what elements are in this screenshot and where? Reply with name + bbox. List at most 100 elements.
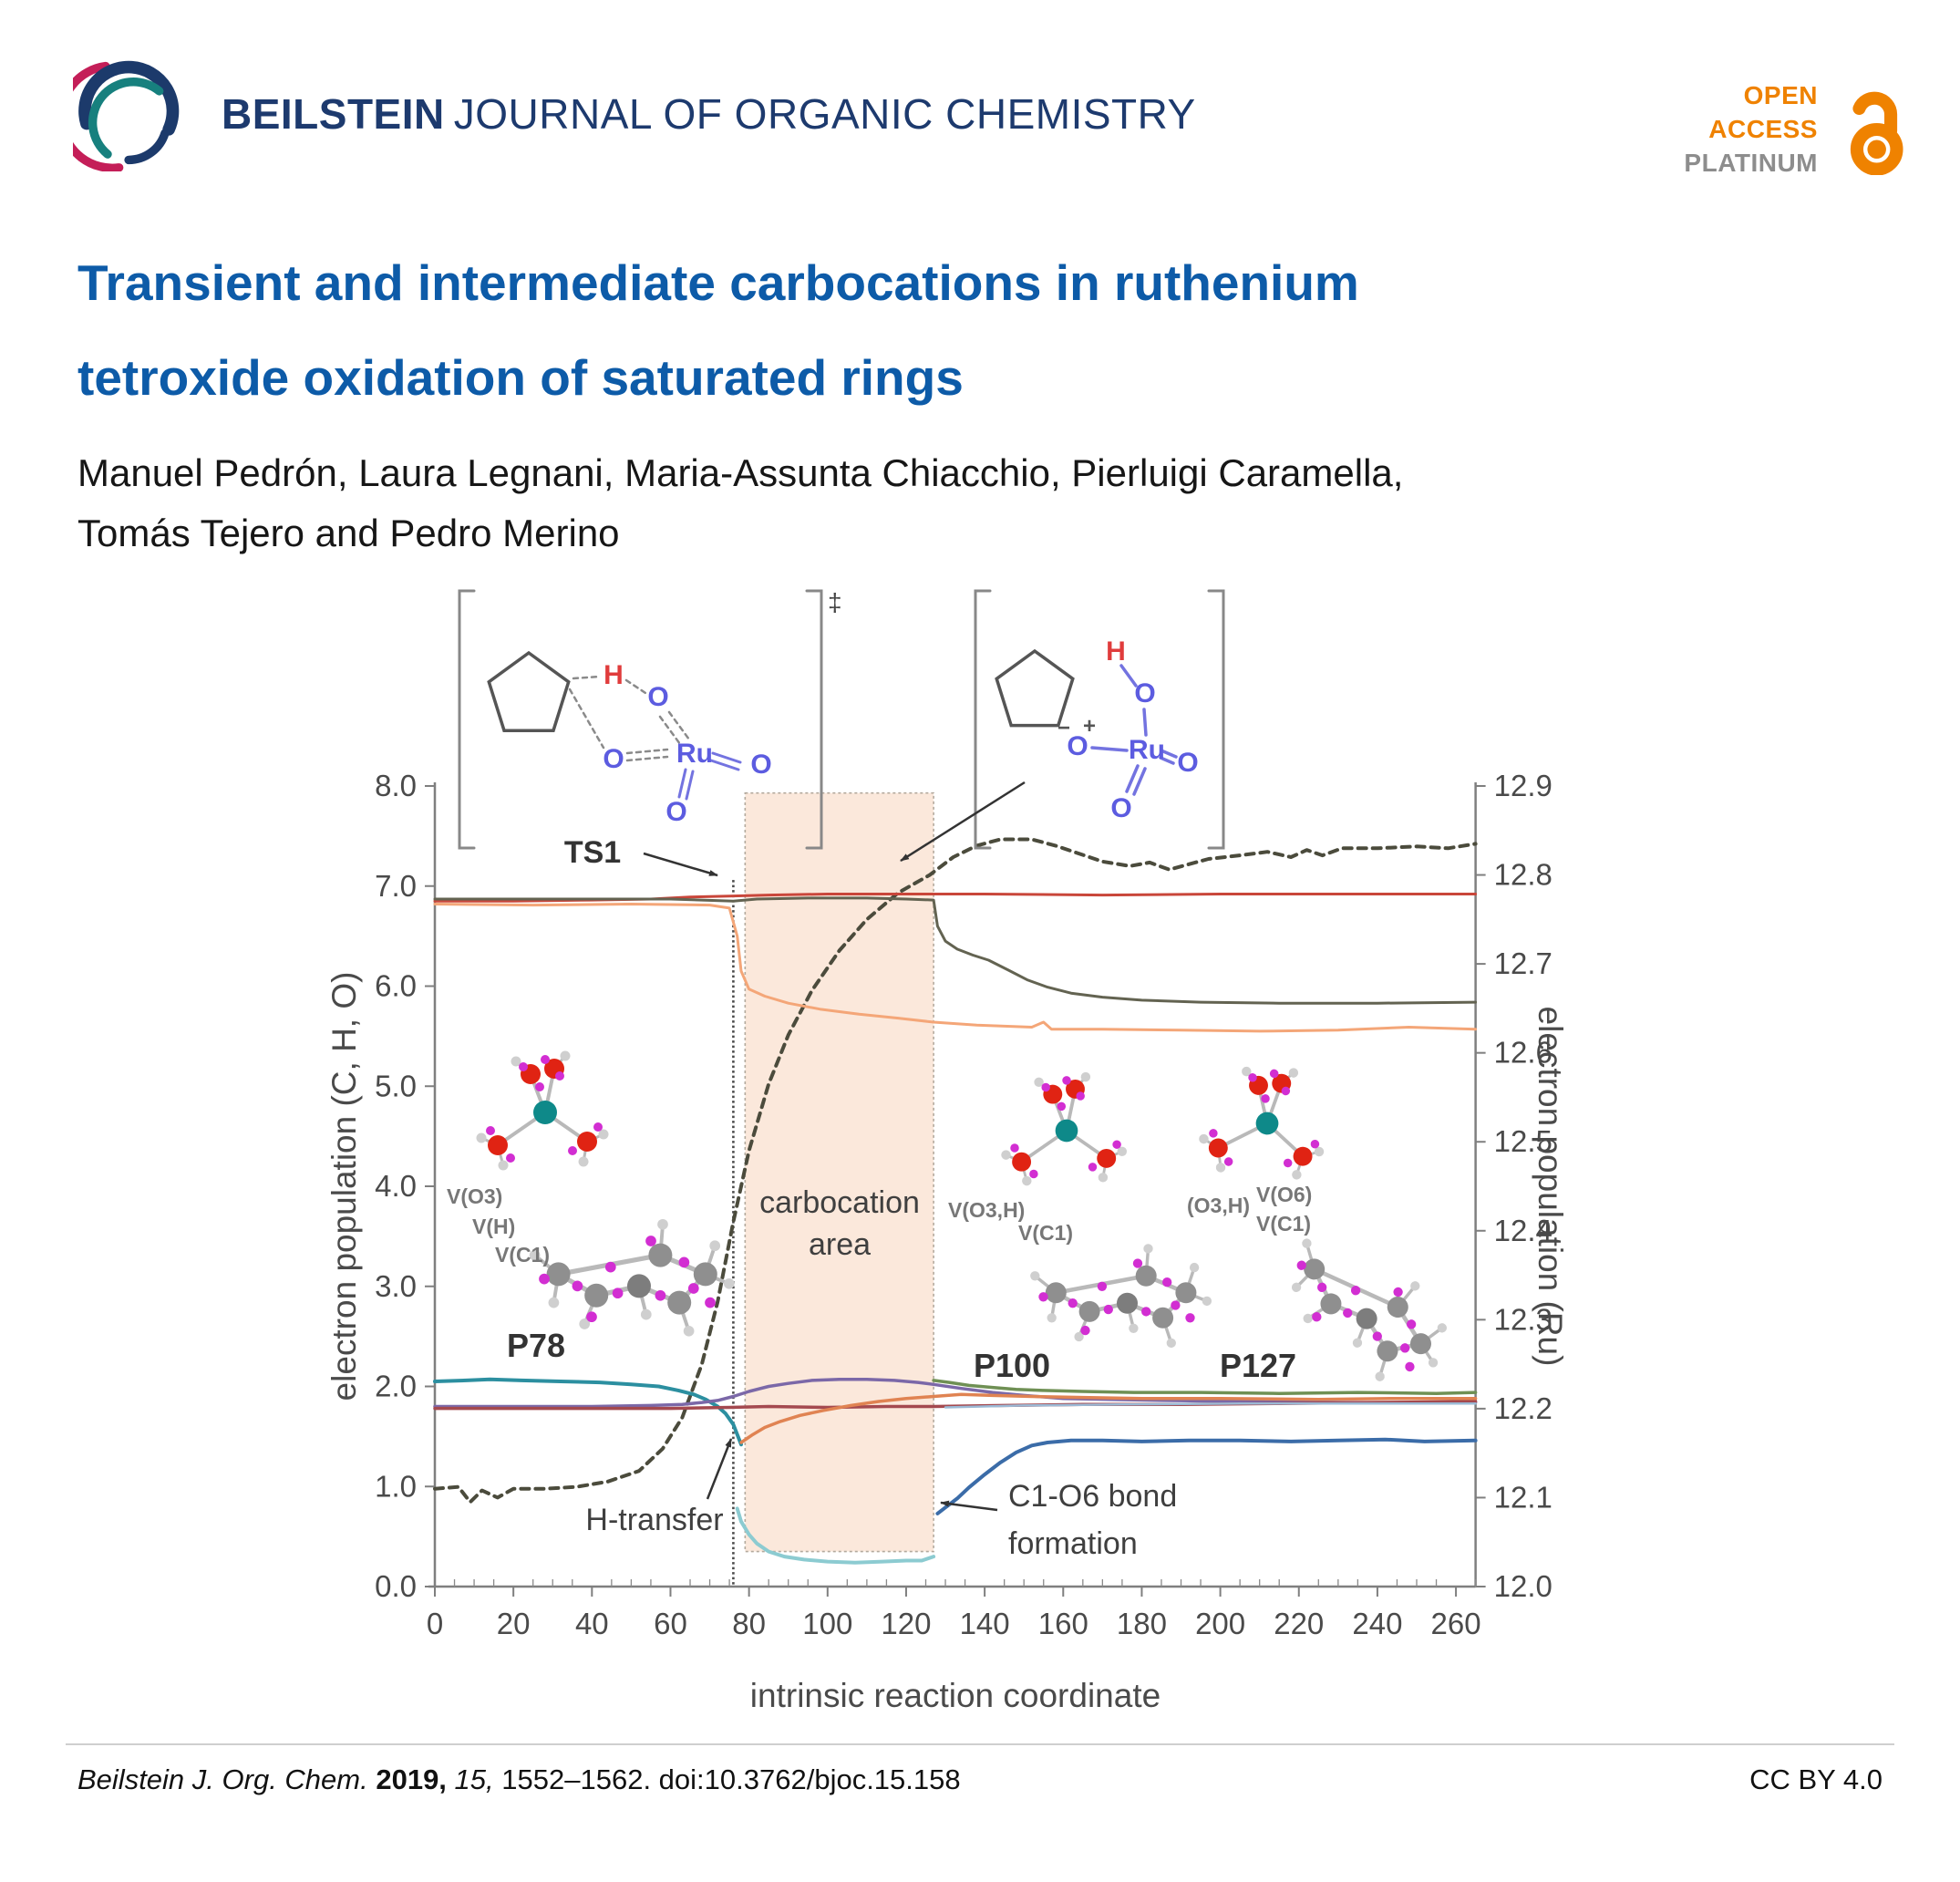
ts1-arrow (643, 852, 718, 877)
h-transfer-arrow (706, 1438, 733, 1500)
x-tick-label: 220 (1274, 1607, 1324, 1640)
p78-basin-label-3: V(C1) (495, 1243, 550, 1267)
product-o-top: O (1134, 678, 1155, 708)
p78-basin-label-2: V(H) (472, 1215, 515, 1238)
left-tick-label: 2.0 (375, 1370, 417, 1403)
carbocation-structure-arrow (900, 781, 1026, 863)
series-10 (932, 1379, 1478, 1395)
left-tick-label: 1.0 (375, 1469, 417, 1503)
p100-basin-label-1: V(O3,H) (948, 1198, 1025, 1222)
p100-basin-label-2: V(C1) (1018, 1221, 1073, 1245)
open-lock-icon (1850, 91, 1903, 175)
right-tick-label: 12.2 (1494, 1391, 1553, 1425)
series-2 (433, 896, 1478, 1005)
product-o-left: O (1067, 731, 1088, 761)
p127-ru-cluster (1192, 1054, 1337, 1188)
left-tick-label: 6.0 (375, 969, 417, 1003)
right-tick-label: 12.4 (1494, 1214, 1553, 1247)
left-tick-label: 8.0 (375, 769, 417, 802)
ts1-o-bottom: O (665, 797, 686, 827)
logo-navy-arc (78, 60, 180, 136)
right-tick-label: 12.9 (1494, 769, 1553, 802)
chart-annotations: TS1 carbocation area H-transfer C1-O6 bo… (447, 781, 1312, 1561)
journal-name-bold: BEILSTEIN (222, 90, 445, 138)
p100-label: P100 (974, 1347, 1050, 1384)
carbocation-area-region (732, 791, 934, 1587)
series-5 (735, 1506, 936, 1565)
p127-label: P127 (1220, 1347, 1296, 1384)
right-tick-label: 12.7 (1494, 946, 1553, 980)
logo-crimson-arc (73, 61, 124, 171)
product-bonds (1090, 664, 1178, 796)
x-tick-label: 120 (881, 1607, 931, 1640)
series-9 (739, 1392, 1478, 1444)
left-tick-label: 4.0 (375, 1169, 417, 1203)
open-access-line2: ACCESS (1708, 115, 1818, 143)
journal-name: BEILSTEIN JOURNAL OF ORGANIC CHEMISTRY (222, 89, 1196, 139)
right-tick-label: 12.8 (1494, 858, 1553, 892)
open-access-text: OPEN ACCESS PLATINUM (1684, 78, 1818, 180)
product-minus-charge: − (1057, 716, 1070, 740)
x-tick-label: 180 (1117, 1607, 1167, 1640)
x-tick-label: 240 (1352, 1607, 1402, 1640)
series-0 (433, 837, 1478, 1505)
c1o6-label-line1: C1-O6 bond (1008, 1479, 1177, 1514)
x-tick-label: 20 (497, 1607, 531, 1640)
author-list: Manuel Pedrón, Laura Legnani, Maria-Assu… (77, 443, 1810, 564)
x-tick-label: 40 (575, 1607, 609, 1640)
carbocation-area-rect (744, 791, 934, 1553)
ts1-right-bracket (805, 589, 823, 850)
c1o6-label-line2: formation (1008, 1526, 1138, 1561)
carbocation-area-label-line2: area (809, 1227, 871, 1262)
left-axis-title: electron population (C, H, O) (325, 972, 363, 1401)
x-tick-label: 160 (1038, 1607, 1088, 1640)
right-tick-label: 12.5 (1494, 1124, 1553, 1158)
p78-ru-cluster (474, 1049, 611, 1173)
authors-line2: Tomás Tejero and Pedro Merino (77, 512, 620, 554)
product-o-right: O (1177, 748, 1198, 778)
authors-line1: Manuel Pedrón, Laura Legnani, Maria-Assu… (77, 451, 1404, 494)
license-label: CC BY 4.0 (1749, 1763, 1883, 1795)
citation: Beilstein J. Org. Chem. 2019, 15, 1552–1… (77, 1763, 961, 1796)
ts1-o-left: O (603, 744, 624, 774)
ts1-label: TS1 (564, 835, 621, 870)
open-access-line1: OPEN (1743, 81, 1818, 109)
carbocation-area-label-line1: carbocation (759, 1185, 920, 1220)
p78-molecule (474, 1049, 735, 1337)
x-tick-label: 260 (1431, 1607, 1481, 1640)
h-transfer-label: H-transfer (585, 1503, 723, 1537)
open-access-badge: OPEN ACCESS PLATINUM (1684, 78, 1907, 180)
ts1-left-bracket (458, 589, 476, 850)
right-axis-title: electron population (Ru) (1532, 1007, 1568, 1367)
product-h-atom: H (1106, 636, 1126, 667)
citation-year: 2019, (376, 1763, 447, 1795)
logo-teal-arc (88, 78, 164, 159)
right-tick-label: 12.6 (1494, 1036, 1553, 1070)
x-tick-label: 100 (802, 1607, 852, 1640)
article-title-line2: tetroxide oxidation of saturated rings (77, 349, 964, 406)
ts1-h-atom: H (603, 660, 624, 690)
p100-carbon-ring (1030, 1244, 1212, 1348)
series-3 (433, 903, 1478, 1033)
product-cyclopentane-ring (995, 648, 1075, 728)
journal-name-rest: JOURNAL OF ORGANIC CHEMISTRY (453, 90, 1196, 138)
p127-basin-label-2: V(O6) (1256, 1183, 1312, 1206)
right-tick-label: 12.0 (1494, 1569, 1553, 1603)
product-ru-atom: Ru (1129, 735, 1165, 765)
ts1-cyclopentane-ring (487, 650, 571, 732)
left-tick-label: 5.0 (375, 1069, 417, 1102)
p78-label: P78 (507, 1327, 565, 1364)
product-plus-charge: + (1083, 714, 1096, 739)
right-tick-label: 12.3 (1494, 1302, 1553, 1336)
carbocation-structure: + − H O Ru O O O (974, 589, 1225, 850)
citation-journal: Beilstein J. Org. Chem. (77, 1763, 368, 1795)
footer-divider (66, 1743, 1894, 1745)
p100-molecule (999, 1070, 1212, 1348)
chart-axes: 0.0 1.0 2.0 3.0 4.0 5.0 6.0 7.0 8.0 12.0 12.1 12.2 1… (375, 769, 1553, 1640)
left-tick-label: 3.0 (375, 1269, 417, 1303)
ts1-dashed-bonds (568, 675, 691, 762)
ts1-ru-atom: Ru (676, 739, 713, 769)
left-tick-label: 7.0 (375, 869, 417, 903)
product-right-bracket (1207, 589, 1225, 850)
x-axis-title: intrinsic reaction coordinate (750, 1677, 1161, 1714)
